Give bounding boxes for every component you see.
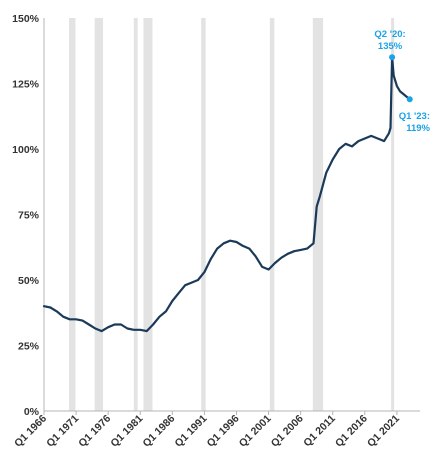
x-tick-label: Q1 1966 (12, 413, 49, 450)
annotation-label: Q2 '20: (374, 29, 405, 40)
annotation-point (406, 96, 413, 103)
x-tick-label: Q1 2021 (365, 413, 402, 450)
y-tick-label: 75% (18, 210, 40, 222)
x-tick-label: Q1 2006 (269, 413, 306, 450)
x-tick-label: Q1 1976 (76, 413, 113, 450)
recession-band (201, 18, 206, 411)
recession-band (269, 18, 275, 411)
series-line (42, 56, 411, 333)
recession-band (143, 18, 153, 411)
recession-band (312, 18, 324, 411)
x-tick-label: Q1 2011 (301, 413, 338, 450)
recession-shading (69, 18, 395, 411)
y-tick-label: 150% (12, 13, 40, 25)
series (42, 54, 413, 333)
x-tick-label: Q1 1981 (108, 413, 145, 450)
y-tick-label: 100% (12, 144, 40, 156)
x-tick-label: Q1 1996 (205, 413, 242, 450)
x-tick-label: Q1 1991 (173, 413, 210, 450)
x-tick-label: Q1 2001 (237, 413, 274, 450)
y-tick-label: 50% (18, 275, 40, 287)
annotation-label: 119% (406, 123, 430, 134)
recession-band (69, 18, 76, 411)
y-tick-label: 25% (18, 341, 40, 353)
x-tick-label: Q1 1971 (44, 413, 81, 450)
annotation-label: Q1 '23: (399, 111, 430, 122)
annotation-point (389, 54, 396, 61)
y-tick-label: 125% (12, 79, 40, 91)
x-tick-label: Q1 2016 (333, 413, 370, 450)
y-tick-label: 0% (24, 406, 40, 418)
x-tick-label: Q1 1986 (140, 413, 177, 450)
axes (43, 18, 420, 415)
recession-band (94, 18, 104, 411)
annotation-label: 135% (378, 41, 403, 52)
recession-band (133, 18, 138, 411)
recession-band (391, 18, 395, 411)
